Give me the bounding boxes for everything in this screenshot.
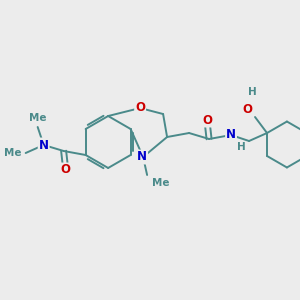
Text: Me: Me	[4, 148, 22, 158]
Text: N: N	[226, 128, 236, 140]
Text: O: O	[61, 164, 70, 176]
Text: H: H	[237, 142, 246, 152]
Text: O: O	[202, 113, 212, 127]
Text: Me: Me	[152, 178, 169, 188]
Text: Me: Me	[29, 113, 46, 123]
Text: O: O	[135, 100, 145, 113]
Text: N: N	[137, 151, 147, 164]
Text: O: O	[242, 103, 252, 116]
Text: N: N	[39, 139, 49, 152]
Text: H: H	[248, 87, 256, 97]
